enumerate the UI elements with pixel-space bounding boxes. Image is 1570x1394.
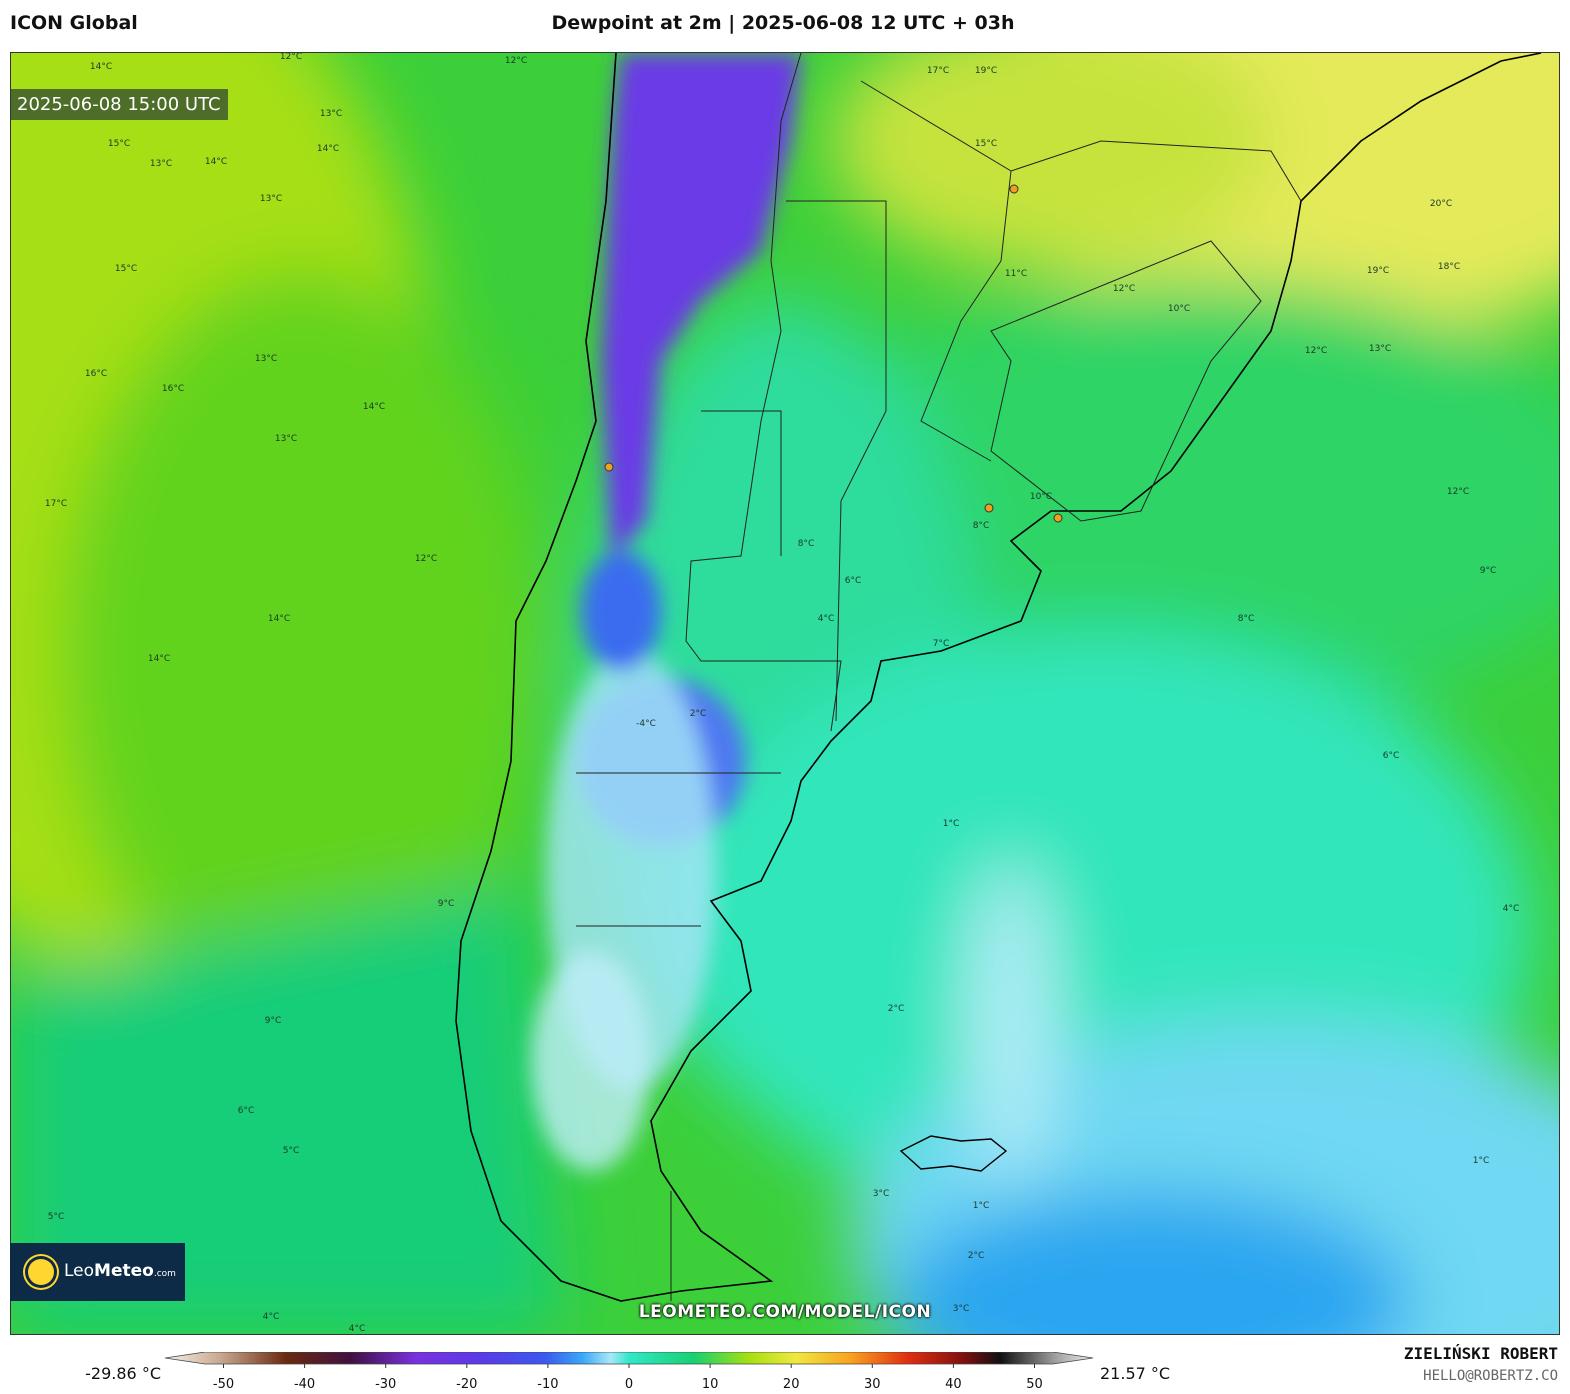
borders xyxy=(576,53,1302,1301)
colorbar-tick-label: 30 xyxy=(864,1377,881,1392)
contact: HELLO@ROBERTZ.CO xyxy=(1423,1368,1558,1384)
cities xyxy=(604,184,1063,523)
colorbar-tick-label: 50 xyxy=(1026,1377,1043,1392)
logo-leo: Leo xyxy=(64,1261,95,1281)
contour-label: 1°C xyxy=(973,1201,990,1211)
contour-label: 5°C xyxy=(283,1146,300,1156)
contour-label: 18°C xyxy=(1438,262,1460,272)
contour-label: 12°C xyxy=(1447,487,1469,497)
colorbar-tick-label: 40 xyxy=(945,1377,962,1392)
contour-label: 5°C xyxy=(48,1212,65,1222)
contour-label: 13°C xyxy=(1369,344,1391,354)
contour-label: 14°C xyxy=(268,614,290,624)
colorbar-ticks: -50 -40 -30 -20 -10 0 10 20 30 40 50 xyxy=(213,1364,1043,1392)
contour-label: 13°C xyxy=(320,109,342,119)
watermark: LEOMETEO.COM/MODEL/ICON xyxy=(638,1302,932,1322)
logo-text: LeoMeteo.com xyxy=(64,1261,176,1281)
contour-label: 12°C xyxy=(415,554,437,564)
contour-label: 14°C xyxy=(317,144,339,154)
map-canvas: 14°C 12°C 12°C 13°C 14°C 14°C 13°C 15°C 13°C 15°C… xyxy=(11,53,1559,1334)
contour-label: 17°C xyxy=(45,499,67,509)
contour-label: 14°C xyxy=(205,157,227,167)
contour-label: 19°C xyxy=(975,66,997,76)
contour-label: 8°C xyxy=(798,539,815,549)
max-label: 21.57 °C xyxy=(1100,1364,1171,1383)
contour-label: 15°C xyxy=(975,139,997,149)
contour-label: 2°C xyxy=(888,1004,905,1014)
coastline xyxy=(455,53,1542,1302)
contour-labels: 14°C 12°C 12°C 13°C 14°C 14°C 13°C 15°C 13°C 15°C… xyxy=(45,53,1519,1334)
interior-colors xyxy=(531,53,801,1171)
logo-sun xyxy=(28,1259,54,1285)
contour-label: 9°C xyxy=(265,1016,282,1026)
contour-label: 15°C xyxy=(115,264,137,274)
contour-label: 13°C xyxy=(150,159,172,169)
colorbar-tick-label: -40 xyxy=(294,1377,315,1392)
contour-label: 8°C xyxy=(973,521,990,531)
map-title: Dewpoint at 2m | 2025-06-08 12 UTC + 03h xyxy=(551,12,1015,34)
author: ZIELIŃSKI ROBERT xyxy=(1403,1344,1558,1363)
contour-label: 2°C xyxy=(690,709,707,719)
contour-label: 10°C xyxy=(1030,492,1052,502)
contour-label: 12°C xyxy=(1305,346,1327,356)
logo-suffix: .com xyxy=(153,1269,176,1279)
contour-label: 6°C xyxy=(845,576,862,586)
contour-label: 14°C xyxy=(148,654,170,664)
contour-label: 3°C xyxy=(873,1189,890,1199)
contour-label: 4°C xyxy=(349,1324,366,1334)
contour-label: 12°C xyxy=(280,53,302,62)
contour-label: 13°C xyxy=(275,434,297,444)
contour-label: 20°C xyxy=(1430,199,1452,209)
contour-label: 14°C xyxy=(363,402,385,412)
contour-label: 10°C xyxy=(1168,304,1190,314)
contour-label: 14°C xyxy=(90,62,112,72)
colorbar-tick-label: 0 xyxy=(625,1377,633,1392)
colorbar-tick-label: 20 xyxy=(783,1377,800,1392)
contour-label: 13°C xyxy=(260,194,282,204)
contour-label: 12°C xyxy=(1113,284,1135,294)
contour-label: 15°C xyxy=(108,139,130,149)
falklands xyxy=(899,1135,1008,1172)
contour-label: 16°C xyxy=(162,384,184,394)
contour-label: 7°C xyxy=(933,639,950,649)
colorbar: -50 -40 -30 -20 -10 0 10 20 30 40 50 xyxy=(165,1352,1094,1392)
colorbar-tick-label: -30 xyxy=(375,1377,396,1392)
contour-label: 4°C xyxy=(818,614,835,624)
contour-label: 19°C xyxy=(1367,266,1389,276)
colorbar-tick-label: -10 xyxy=(537,1377,558,1392)
map: 14°C 12°C 12°C 13°C 14°C 14°C 13°C 15°C 13°C 15°C… xyxy=(10,52,1560,1335)
contour-label: 13°C xyxy=(255,354,277,364)
contour-label: 4°C xyxy=(1503,904,1520,914)
contour-label: 16°C xyxy=(85,369,107,379)
colorbar-tick-label: -50 xyxy=(213,1377,234,1392)
contour-label: 1°C xyxy=(1473,1156,1490,1166)
contour-label: 9°C xyxy=(1480,566,1497,576)
contour-label: 2°C xyxy=(968,1251,985,1261)
contour-label: 6°C xyxy=(238,1106,255,1116)
field-colors xyxy=(11,53,1559,1334)
contour-label: -4°C xyxy=(636,719,656,729)
logo-meteo: Meteo xyxy=(94,1261,154,1281)
contour-label: 3°C xyxy=(953,1304,970,1314)
contour-label: 12°C xyxy=(505,56,527,66)
contour-label: 8°C xyxy=(1238,614,1255,624)
min-label: -29.86 °C xyxy=(85,1364,161,1383)
colorbar-tick-label: 10 xyxy=(702,1377,719,1392)
contour-label: 6°C xyxy=(1383,751,1400,761)
valid-time: 2025-06-08 15:00 UTC xyxy=(10,89,228,120)
colorbar-tick-label: -20 xyxy=(456,1377,477,1392)
colorbar-ramp xyxy=(165,1352,1094,1365)
contour-label: 11°C xyxy=(1005,269,1027,279)
model-name: ICON Global xyxy=(10,12,138,34)
contour-label: 9°C xyxy=(438,899,455,909)
contour-label: 4°C xyxy=(263,1312,280,1322)
logo: LeoMeteo.com xyxy=(10,1243,185,1301)
contour-label: 1°C xyxy=(943,819,960,829)
contour-label: 17°C xyxy=(927,66,949,76)
